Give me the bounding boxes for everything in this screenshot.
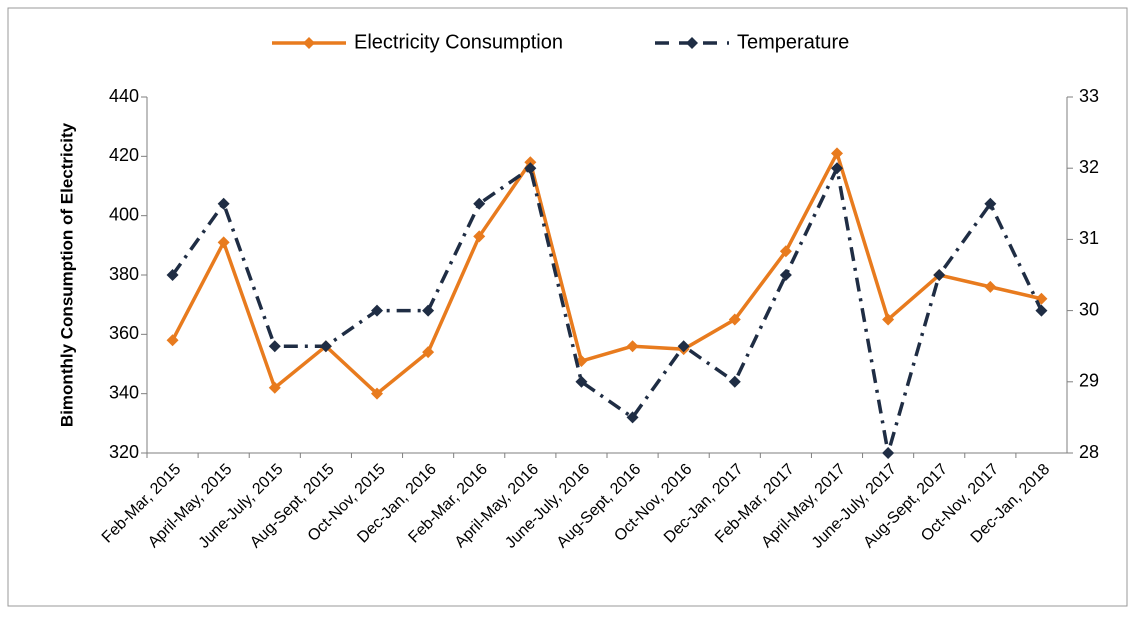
y2-tick-label: 32 bbox=[1079, 157, 1099, 177]
series-marker bbox=[882, 313, 895, 326]
series-marker bbox=[984, 197, 997, 210]
series-marker bbox=[933, 269, 946, 281]
legend-marker bbox=[686, 37, 698, 49]
y-tick-label: 400 bbox=[109, 204, 139, 224]
series-line bbox=[171, 162, 1044, 454]
y-tick-label: 420 bbox=[109, 145, 139, 165]
y-tick-label: 340 bbox=[109, 382, 139, 402]
y2-tick-label: 28 bbox=[1079, 442, 1099, 462]
series-marker bbox=[1035, 304, 1048, 317]
y2-tick-label: 30 bbox=[1079, 299, 1099, 319]
series-marker bbox=[371, 387, 383, 400]
y2-tick-label: 33 bbox=[1079, 86, 1099, 106]
series-marker bbox=[217, 197, 230, 210]
legend-label: Temperature bbox=[737, 31, 849, 53]
series-marker bbox=[319, 340, 332, 353]
series-marker bbox=[984, 280, 997, 293]
series-marker bbox=[575, 375, 588, 388]
y-tick-label: 360 bbox=[109, 323, 139, 343]
chart-frame bbox=[7, 7, 1128, 607]
series-marker bbox=[268, 340, 281, 353]
y-tick-label: 380 bbox=[109, 264, 139, 284]
series-marker bbox=[217, 236, 230, 249]
series-marker bbox=[677, 340, 690, 353]
series-marker bbox=[728, 313, 741, 326]
series-marker bbox=[422, 304, 435, 317]
series-marker bbox=[166, 334, 179, 347]
series-line bbox=[171, 148, 1042, 396]
y-tick-label: 440 bbox=[109, 86, 139, 106]
legend-label: Electricity Consumption bbox=[354, 31, 563, 53]
series-marker bbox=[728, 375, 741, 388]
series-marker bbox=[473, 197, 486, 210]
series-marker bbox=[268, 381, 281, 394]
y2-tick-label: 31 bbox=[1079, 228, 1099, 248]
series-marker bbox=[371, 304, 383, 317]
series-marker bbox=[473, 230, 486, 243]
legend-marker bbox=[303, 37, 315, 49]
y-tick-label: 320 bbox=[109, 442, 139, 462]
y-axis-label: Bimonthly Consumption of Electricity bbox=[57, 122, 76, 427]
series-marker bbox=[524, 162, 537, 175]
series-marker bbox=[422, 346, 435, 359]
series-marker bbox=[831, 162, 843, 175]
series-marker bbox=[779, 245, 792, 258]
y2-tick-label: 29 bbox=[1079, 371, 1099, 391]
series-marker bbox=[831, 147, 843, 160]
series-marker bbox=[882, 447, 895, 459]
series-marker bbox=[166, 269, 179, 281]
series-marker bbox=[626, 411, 639, 424]
series-marker bbox=[626, 340, 639, 353]
series-marker bbox=[779, 269, 792, 281]
